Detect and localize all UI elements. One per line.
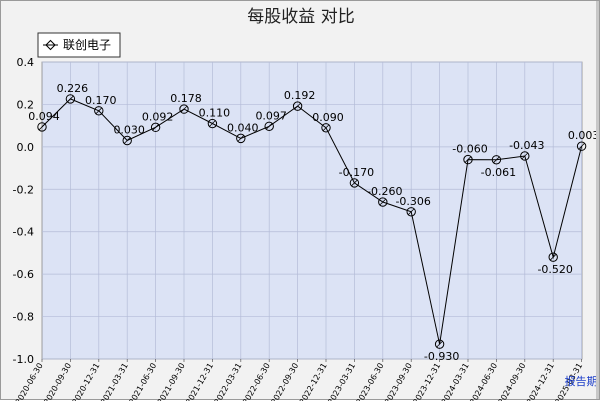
y-tick-label: -0.6 (13, 268, 34, 281)
data-label: 0.030 (113, 123, 145, 136)
y-tick-label: -1.0 (13, 353, 34, 366)
y-tick-label: -0.4 (13, 226, 34, 239)
chart-title: 每股收益 对比 (247, 7, 354, 27)
x-tick-label: 2023-06-30 (354, 362, 385, 401)
y-tick-label: -0.2 (13, 183, 34, 196)
x-tick-label: 2020-12-31 (70, 362, 101, 401)
x-axis-ticks: 2020-06-302020-09-302020-12-312021-03-31… (14, 362, 585, 401)
data-label: 0.092 (142, 110, 174, 123)
x-axis-corner-label: 报告期 (565, 374, 598, 388)
data-label: -0.061 (481, 166, 516, 179)
data-label: 0.003 (568, 129, 600, 142)
x-tick-label: 2023-03-31 (326, 362, 357, 401)
y-tick-label: 0.0 (17, 141, 35, 154)
y-tick-label: 0.4 (17, 56, 35, 69)
data-label: 0.040 (227, 121, 259, 134)
x-tick-label: 2024-12-31 (525, 362, 556, 401)
legend: 联创电子 (38, 33, 120, 57)
x-tick-label: 2021-12-31 (184, 362, 215, 401)
data-label: -0.520 (537, 263, 572, 276)
x-tick-label: 2023-09-30 (383, 362, 414, 401)
data-label: 0.192 (284, 89, 316, 102)
x-tick-label: 2024-06-30 (468, 362, 499, 401)
x-tick-label: 2024-09-30 (496, 362, 527, 401)
y-tick-label: -0.8 (13, 311, 34, 324)
x-tick-label: 2021-06-30 (127, 362, 158, 401)
x-tick-label: 2020-09-30 (42, 362, 73, 401)
data-label: 0.178 (170, 92, 202, 105)
x-tick-label: 2022-12-31 (298, 362, 329, 401)
data-label: 0.110 (199, 107, 231, 120)
data-label: -0.060 (452, 143, 487, 156)
y-axis-ticks: 0.40.20.0-0.2-0.4-0.6-0.8-1.0 (13, 56, 34, 366)
x-tick-label: 2022-03-31 (212, 362, 243, 401)
data-label: 0.094 (28, 110, 60, 123)
data-label: -0.306 (395, 195, 430, 208)
x-tick-label: 2024-03-31 (440, 362, 471, 401)
data-label: 0.226 (57, 82, 89, 95)
data-label: 0.097 (255, 109, 287, 122)
plot-area (42, 62, 582, 359)
x-tick-label: 2021-03-31 (99, 362, 130, 401)
data-label: -0.170 (339, 166, 374, 179)
data-label: -0.930 (424, 350, 459, 363)
data-label: -0.043 (509, 139, 544, 152)
x-tick-label: 2022-06-30 (241, 362, 272, 401)
x-tick-label: 2021-09-30 (156, 362, 187, 401)
x-tick-label: 2023-12-31 (411, 362, 442, 401)
x-tick-label: 2022-09-30 (269, 362, 300, 401)
data-label: 0.170 (85, 94, 117, 107)
data-label: 0.090 (312, 111, 344, 124)
legend-label: 联创电子 (63, 38, 111, 52)
x-tick-label: 2020-06-30 (14, 362, 45, 401)
